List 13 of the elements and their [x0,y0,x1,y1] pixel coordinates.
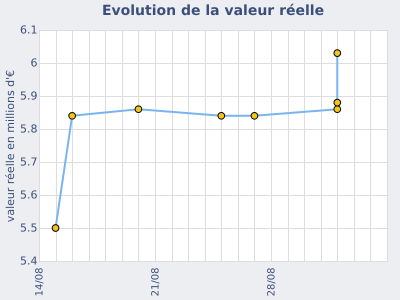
y-tick-label: 5.9 [20,90,38,102]
y-tick-label: 5.4 [20,254,38,268]
chart-title: Evolution de la valeur réelle [102,3,324,19]
y-tick-label: 5.7 [20,156,38,168]
y-tick-label: 5.8 [20,122,38,136]
y-tick-label: 5.5 [20,222,38,234]
x-tick-label: 28/08 [266,268,278,296]
y-tick-label: 6 [30,56,38,70]
x-tick-label: 21/08 [150,268,162,296]
y-axis-title: valeur réelle en millions d'€ [4,70,18,222]
y-tick-label: 5.6 [20,188,38,202]
x-tick-label: 14/08 [34,268,46,296]
y-tick-label: 6.1 [20,24,38,36]
